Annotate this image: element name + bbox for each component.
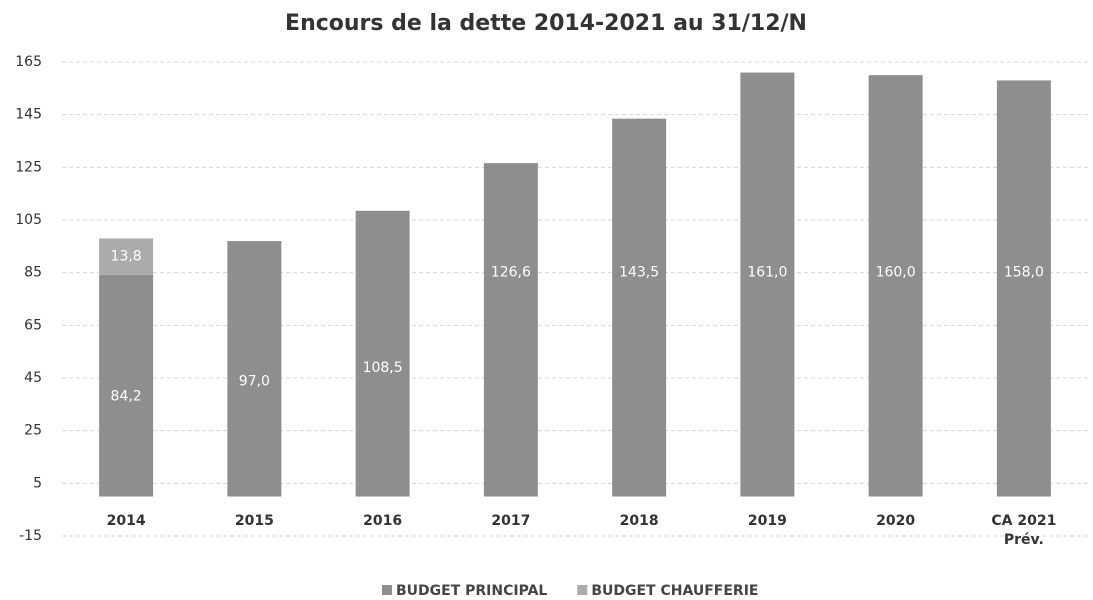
- x-tick-label: 2014: [106, 513, 146, 529]
- data-label: 84,2: [111, 389, 142, 405]
- bar-segment: [996, 80, 1051, 497]
- data-label: 108,5: [363, 360, 403, 376]
- legend-label: BUDGET PRINCIPAL: [396, 583, 547, 599]
- chart-title: Encours de la dette 2014-2021 au 31/12/N: [285, 11, 807, 36]
- x-tick-label: 2015: [234, 513, 274, 529]
- bar-segment: [612, 118, 667, 497]
- y-tick-label: 145: [15, 107, 42, 123]
- y-tick-label: 65: [24, 317, 42, 333]
- data-label: 160,0: [876, 265, 916, 281]
- bar-segment: [868, 75, 923, 497]
- y-tick-label: 5: [33, 475, 42, 491]
- x-tick-label: 2016: [363, 513, 403, 529]
- x-tick-label: 2019: [747, 513, 787, 529]
- bar-segment: [99, 238, 154, 275]
- data-label: 126,6: [491, 265, 531, 281]
- data-label: 143,5: [619, 265, 659, 281]
- data-label: 13,8: [111, 249, 142, 265]
- legend-swatch: [577, 585, 588, 595]
- bar-segment: [227, 241, 282, 497]
- legend-swatch: [382, 585, 392, 595]
- bar-segment: [99, 274, 154, 497]
- bar-segment: [483, 163, 538, 497]
- data-label: 97,0: [239, 374, 270, 390]
- y-tick-label: 105: [15, 212, 42, 228]
- bar-segment: [355, 210, 410, 497]
- y-tick-label: 85: [24, 265, 42, 281]
- y-tick-label: 165: [15, 54, 42, 70]
- x-tick-label: 2020: [876, 513, 916, 529]
- bar-segment: [740, 72, 795, 497]
- x-tick-label: CA 2021 Prév.: [991, 513, 1057, 548]
- y-tick-label: 125: [15, 159, 42, 175]
- y-tick-label: 45: [24, 370, 42, 386]
- x-tick-label: 2018: [619, 513, 659, 529]
- y-tick-label: -15: [19, 528, 42, 544]
- x-tick-label: 2017: [491, 513, 531, 529]
- data-label: 158,0: [1004, 265, 1044, 281]
- legend-label: BUDGET CHAUFFERIE: [591, 583, 758, 599]
- y-tick-label: 25: [24, 423, 42, 439]
- data-label: 161,0: [747, 265, 787, 281]
